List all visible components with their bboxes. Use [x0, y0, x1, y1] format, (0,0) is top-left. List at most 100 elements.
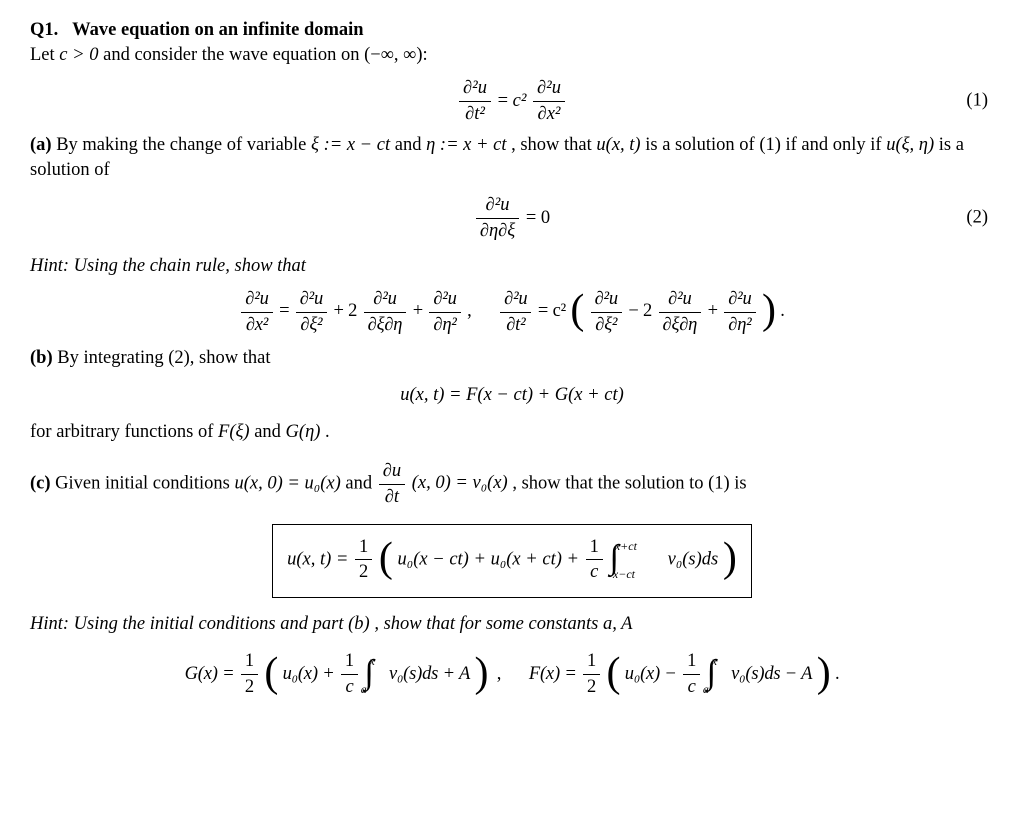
G-half-den: 2: [241, 675, 258, 700]
xi-def: ξ := x − ct: [311, 135, 390, 155]
part-b-label: (b): [30, 348, 53, 368]
h1-t1-num: ∂²u: [296, 287, 327, 313]
part-b-eq: u(x, t) = F(x − ct) + G(x + ct): [400, 385, 624, 405]
ic1: u(x, 0) = u₀(x): [235, 473, 341, 493]
eq2-rhs: = 0: [526, 208, 550, 228]
part-c-label: (c): [30, 473, 51, 493]
problem-title: Wave equation on an infinite domain: [72, 20, 363, 40]
hint2-post: , show that for some constants a, A: [374, 614, 632, 634]
F-half-den: 2: [583, 675, 600, 700]
hint2-b: (b): [348, 614, 370, 634]
part-c-post: , show that the solution to (1) is: [512, 473, 746, 493]
h1-sep: ,: [467, 301, 471, 321]
eq1-c2: c²: [513, 91, 527, 111]
G-integrand: v₀(s)ds + A: [389, 664, 470, 684]
h1-t2-num: ∂²u: [364, 287, 407, 313]
eq1-lhs-num: ∂²u: [459, 76, 491, 102]
dal-int-hi: x+ct: [615, 539, 637, 553]
equation-1: ∂²u∂t² = c² ∂²u∂x² (1): [30, 76, 994, 127]
F-invc-num: 1: [683, 649, 700, 675]
uxe: u(ξ, η): [886, 135, 934, 155]
part-b: (b) By integrating (2), show that: [30, 346, 994, 371]
eq1-eq: =: [498, 91, 513, 111]
ic2-mid: (x, 0) = v₀(x): [412, 473, 508, 493]
eq1-rhs-den: ∂x²: [533, 102, 565, 127]
part-c-pre: Given initial conditions: [55, 473, 234, 493]
h1-r1-den: ∂ξ²: [591, 313, 622, 338]
G-invc-den: c: [341, 675, 358, 700]
dal-half-den: 2: [355, 560, 372, 585]
dal-int-lo: x−ct: [613, 567, 635, 581]
part-b-and: and: [254, 422, 285, 442]
eq1-rhs-num: ∂²u: [533, 76, 565, 102]
eq2-number: (2): [966, 206, 988, 231]
utt-lhs-den: ∂t²: [500, 313, 531, 338]
Geta: G(η): [286, 422, 321, 442]
intro-mid: and consider the wave equation on: [103, 45, 364, 65]
h1-t2-den: ∂ξ∂η: [364, 313, 407, 338]
part-a-pre: By making the change of variable: [56, 135, 311, 155]
ic2-den: ∂t: [379, 485, 405, 510]
h1-r2-coef: − 2: [628, 301, 652, 321]
dal-invc-den: c: [586, 560, 603, 585]
G-invc-num: 1: [341, 649, 358, 675]
problem-page: Q1. Wave equation on an infinite domain …: [0, 0, 1024, 814]
h1-r1-num: ∂²u: [591, 287, 622, 313]
part-a-label: (a): [30, 135, 52, 155]
F-int-lo: a: [703, 682, 709, 696]
G-u0: u₀(x) +: [283, 664, 339, 684]
hint2-pre: Hint: Using the initial conditions and p…: [30, 614, 348, 634]
F-int-hi: x: [712, 654, 717, 668]
G-lhs: G(x) =: [185, 664, 239, 684]
part-a-post1: is a solution of (1) if and only if: [645, 135, 886, 155]
h1-r2-den: ∂ξ∂η: [659, 313, 702, 338]
hint-1-eq: ∂²u∂x² = ∂²u∂ξ² + 2 ∂²u∂ξ∂η + ∂²u∂η² , ∂…: [30, 287, 994, 338]
dal-integrand: v₀(s)ds: [668, 549, 719, 569]
uxx-lhs-den: ∂x²: [241, 313, 272, 338]
F-u0: u₀(x) −: [625, 664, 681, 684]
part-b-text: By integrating (2), show that: [57, 348, 270, 368]
eq1-number: (1): [966, 89, 988, 114]
uxx-lhs-num: ∂²u: [241, 287, 272, 313]
h1-t3-den: ∂η²: [429, 313, 460, 338]
part-b-post-line: for arbitrary functions of F(ξ) and G(η)…: [30, 420, 994, 445]
G-sep: ,: [497, 664, 501, 684]
part-c: (c) Given initial conditions u(x, 0) = u…: [30, 459, 994, 510]
F-half-num: 1: [583, 649, 600, 675]
h1-r3-num: ∂²u: [724, 287, 755, 313]
h1-t2-coef: + 2: [334, 301, 358, 321]
utt-lhs-num: ∂²u: [500, 287, 531, 313]
eq2-den: ∂η∂ξ: [476, 219, 519, 244]
GF-line: G(x) = 12 ( u₀(x) + 1c ∫xa v₀(s)ds + A )…: [30, 649, 994, 700]
F-integrand: v₀(s)ds − A: [731, 664, 812, 684]
eq2-num: ∂²u: [476, 193, 519, 219]
h1-t3-num: ∂²u: [429, 287, 460, 313]
problem-label: Q1.: [30, 20, 58, 40]
h1-r2-num: ∂²u: [659, 287, 702, 313]
dal-lhs: u(x, t) =: [287, 549, 353, 569]
intro-prefix: Let: [30, 45, 59, 65]
part-a-and: and: [395, 135, 426, 155]
dal-invc-num: 1: [586, 535, 603, 561]
uxt: u(x, t): [596, 135, 640, 155]
part-a-mid: , show that: [511, 135, 596, 155]
dal-half-num: 1: [355, 535, 372, 561]
dal-term1: u₀(x − ct) + u₀(x + ct) +: [398, 549, 584, 569]
h1-t1-den: ∂ξ²: [296, 313, 327, 338]
G-int-lo: a: [361, 682, 367, 696]
part-a: (a) By making the change of variable ξ :…: [30, 133, 994, 183]
h1-c2: = c²: [538, 301, 570, 321]
Fxi: F(ξ): [218, 422, 250, 442]
h1-end: .: [780, 301, 784, 321]
intro-line: Let c > 0 and consider the wave equation…: [30, 43, 994, 68]
equation-2: ∂²u∂η∂ξ = 0 (2): [30, 193, 994, 244]
part-b-post: for arbitrary functions of: [30, 422, 218, 442]
hint-1-label: Hint: Using the chain rule, show that: [30, 254, 994, 279]
general-solution: u(x, t) = F(x − ct) + G(x + ct): [30, 383, 994, 408]
eta-def: η := x + ct: [426, 135, 506, 155]
F-lhs: F(x) =: [529, 664, 581, 684]
G-half-num: 1: [241, 649, 258, 675]
title-line: Q1. Wave equation on an infinite domain: [30, 18, 994, 43]
intro-domain: (−∞, ∞):: [364, 45, 428, 65]
F-end: .: [835, 664, 839, 684]
